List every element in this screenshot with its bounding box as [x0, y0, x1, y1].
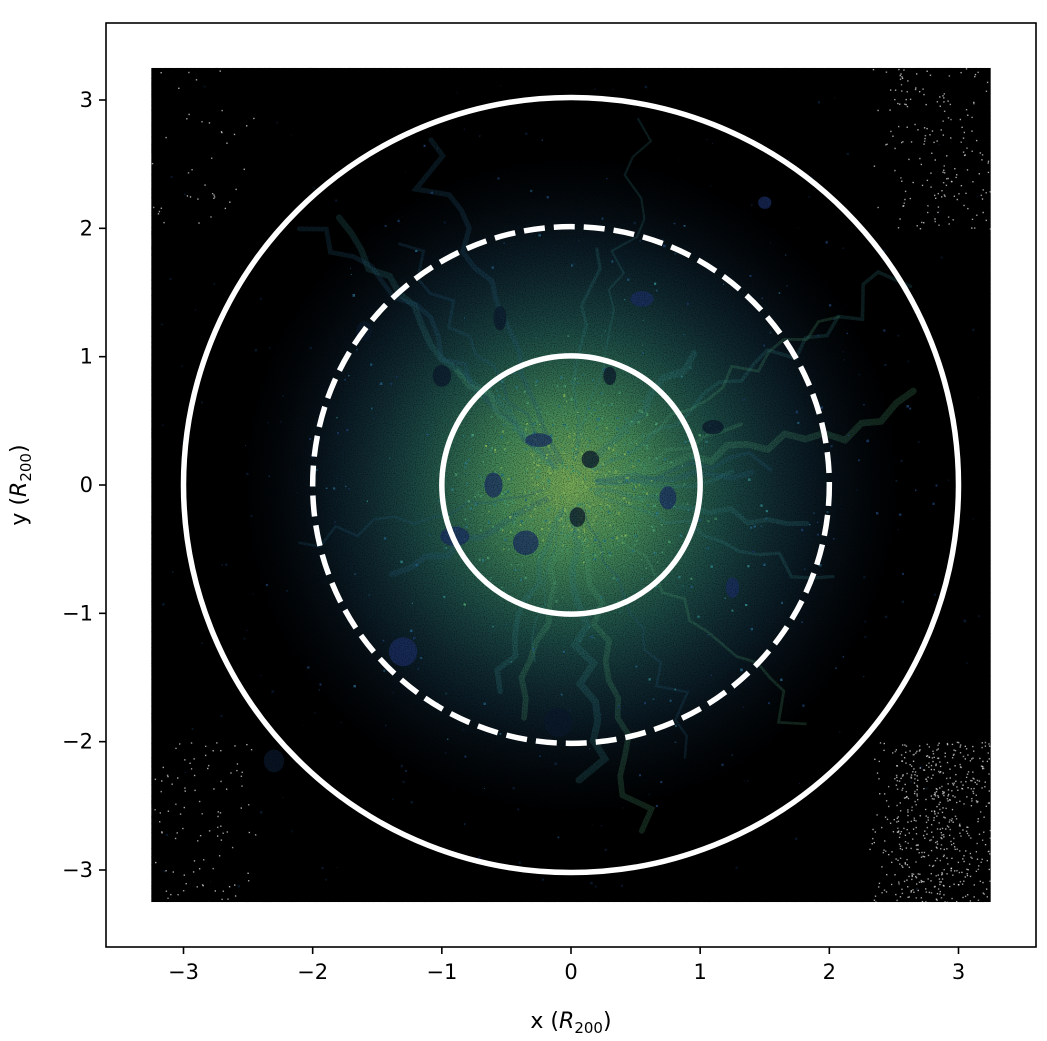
particle-map	[151, 67, 991, 903]
